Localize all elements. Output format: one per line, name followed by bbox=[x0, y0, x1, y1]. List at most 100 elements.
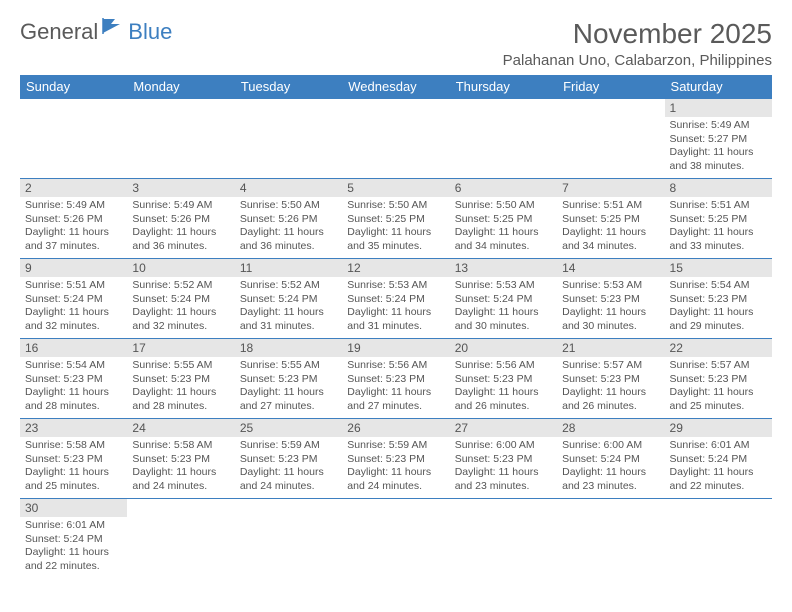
calendar-cell bbox=[665, 499, 772, 579]
daylight-text: Daylight: 11 hours and 31 minutes. bbox=[240, 306, 337, 333]
sunrise-text: Sunrise: 5:50 AM bbox=[240, 199, 337, 213]
day-details: Sunrise: 6:01 AMSunset: 5:24 PMDaylight:… bbox=[20, 517, 127, 578]
daylight-text: Daylight: 11 hours and 35 minutes. bbox=[347, 226, 444, 253]
day-details: Sunrise: 5:55 AMSunset: 5:23 PMDaylight:… bbox=[235, 357, 342, 418]
sunrise-text: Sunrise: 5:55 AM bbox=[240, 359, 337, 373]
day-number: 1 bbox=[665, 99, 772, 117]
calendar-cell: 10Sunrise: 5:52 AMSunset: 5:24 PMDayligh… bbox=[127, 259, 234, 339]
day-number: 23 bbox=[20, 419, 127, 437]
day-number: 7 bbox=[557, 179, 664, 197]
sunset-text: Sunset: 5:23 PM bbox=[240, 373, 337, 387]
sunset-text: Sunset: 5:24 PM bbox=[347, 293, 444, 307]
calendar-cell: 12Sunrise: 5:53 AMSunset: 5:24 PMDayligh… bbox=[342, 259, 449, 339]
calendar-cell bbox=[127, 99, 234, 179]
sunset-text: Sunset: 5:26 PM bbox=[25, 213, 122, 227]
day-details: Sunrise: 5:51 AMSunset: 5:25 PMDaylight:… bbox=[557, 197, 664, 258]
calendar-cell bbox=[450, 99, 557, 179]
sunrise-text: Sunrise: 5:58 AM bbox=[132, 439, 229, 453]
daylight-text: Daylight: 11 hours and 27 minutes. bbox=[347, 386, 444, 413]
weekday-header-row: Sunday Monday Tuesday Wednesday Thursday… bbox=[20, 75, 772, 99]
day-number: 4 bbox=[235, 179, 342, 197]
sunset-text: Sunset: 5:25 PM bbox=[562, 213, 659, 227]
day-number: 28 bbox=[557, 419, 664, 437]
sunset-text: Sunset: 5:23 PM bbox=[455, 373, 552, 387]
sunrise-text: Sunrise: 5:55 AM bbox=[132, 359, 229, 373]
calendar-cell: 9Sunrise: 5:51 AMSunset: 5:24 PMDaylight… bbox=[20, 259, 127, 339]
daylight-text: Daylight: 11 hours and 36 minutes. bbox=[240, 226, 337, 253]
sunrise-text: Sunrise: 5:53 AM bbox=[347, 279, 444, 293]
day-number: 29 bbox=[665, 419, 772, 437]
brand-text-1: General bbox=[20, 19, 98, 45]
sunset-text: Sunset: 5:26 PM bbox=[132, 213, 229, 227]
day-details: Sunrise: 5:53 AMSunset: 5:24 PMDaylight:… bbox=[450, 277, 557, 338]
day-number: 2 bbox=[20, 179, 127, 197]
weekday-header: Saturday bbox=[665, 75, 772, 99]
day-number: 19 bbox=[342, 339, 449, 357]
sunrise-text: Sunrise: 5:53 AM bbox=[455, 279, 552, 293]
weekday-header: Friday bbox=[557, 75, 664, 99]
day-number: 13 bbox=[450, 259, 557, 277]
calendar-cell: 17Sunrise: 5:55 AMSunset: 5:23 PMDayligh… bbox=[127, 339, 234, 419]
day-details: Sunrise: 6:00 AMSunset: 5:24 PMDaylight:… bbox=[557, 437, 664, 498]
calendar-cell: 13Sunrise: 5:53 AMSunset: 5:24 PMDayligh… bbox=[450, 259, 557, 339]
day-details: Sunrise: 5:50 AMSunset: 5:25 PMDaylight:… bbox=[342, 197, 449, 258]
sunrise-text: Sunrise: 5:50 AM bbox=[455, 199, 552, 213]
calendar-cell: 28Sunrise: 6:00 AMSunset: 5:24 PMDayligh… bbox=[557, 419, 664, 499]
day-number: 17 bbox=[127, 339, 234, 357]
day-details: Sunrise: 5:52 AMSunset: 5:24 PMDaylight:… bbox=[235, 277, 342, 338]
page-title: November 2025 bbox=[503, 18, 772, 50]
calendar-cell: 6Sunrise: 5:50 AMSunset: 5:25 PMDaylight… bbox=[450, 179, 557, 259]
calendar-cell: 24Sunrise: 5:58 AMSunset: 5:23 PMDayligh… bbox=[127, 419, 234, 499]
calendar-cell: 4Sunrise: 5:50 AMSunset: 5:26 PMDaylight… bbox=[235, 179, 342, 259]
calendar-cell bbox=[450, 499, 557, 579]
daylight-text: Daylight: 11 hours and 23 minutes. bbox=[562, 466, 659, 493]
calendar-cell: 22Sunrise: 5:57 AMSunset: 5:23 PMDayligh… bbox=[665, 339, 772, 419]
sunrise-text: Sunrise: 6:01 AM bbox=[25, 519, 122, 533]
sunset-text: Sunset: 5:24 PM bbox=[25, 293, 122, 307]
daylight-text: Daylight: 11 hours and 36 minutes. bbox=[132, 226, 229, 253]
sunrise-text: Sunrise: 5:50 AM bbox=[347, 199, 444, 213]
sunrise-text: Sunrise: 5:59 AM bbox=[240, 439, 337, 453]
day-details: Sunrise: 5:59 AMSunset: 5:23 PMDaylight:… bbox=[235, 437, 342, 498]
daylight-text: Daylight: 11 hours and 30 minutes. bbox=[562, 306, 659, 333]
sunset-text: Sunset: 5:23 PM bbox=[25, 373, 122, 387]
sunset-text: Sunset: 5:23 PM bbox=[347, 453, 444, 467]
weekday-header: Tuesday bbox=[235, 75, 342, 99]
sunrise-text: Sunrise: 5:51 AM bbox=[25, 279, 122, 293]
day-number: 30 bbox=[20, 499, 127, 517]
sunrise-text: Sunrise: 5:52 AM bbox=[240, 279, 337, 293]
day-number: 24 bbox=[127, 419, 234, 437]
sunrise-text: Sunrise: 5:49 AM bbox=[25, 199, 122, 213]
daylight-text: Daylight: 11 hours and 32 minutes. bbox=[132, 306, 229, 333]
day-number: 22 bbox=[665, 339, 772, 357]
day-number: 12 bbox=[342, 259, 449, 277]
daylight-text: Daylight: 11 hours and 34 minutes. bbox=[562, 226, 659, 253]
day-details: Sunrise: 5:49 AMSunset: 5:26 PMDaylight:… bbox=[20, 197, 127, 258]
calendar-cell: 29Sunrise: 6:01 AMSunset: 5:24 PMDayligh… bbox=[665, 419, 772, 499]
sunset-text: Sunset: 5:23 PM bbox=[240, 453, 337, 467]
calendar-cell bbox=[557, 99, 664, 179]
day-number: 14 bbox=[557, 259, 664, 277]
calendar-cell bbox=[557, 499, 664, 579]
daylight-text: Daylight: 11 hours and 24 minutes. bbox=[347, 466, 444, 493]
sunrise-text: Sunrise: 5:54 AM bbox=[670, 279, 767, 293]
sunrise-text: Sunrise: 6:00 AM bbox=[562, 439, 659, 453]
page-subtitle: Palahanan Uno, Calabarzon, Philippines bbox=[503, 52, 772, 69]
day-number: 11 bbox=[235, 259, 342, 277]
calendar-cell bbox=[235, 499, 342, 579]
sunrise-text: Sunrise: 5:56 AM bbox=[455, 359, 552, 373]
day-details: Sunrise: 5:50 AMSunset: 5:26 PMDaylight:… bbox=[235, 197, 342, 258]
sunset-text: Sunset: 5:25 PM bbox=[347, 213, 444, 227]
calendar-cell: 18Sunrise: 5:55 AMSunset: 5:23 PMDayligh… bbox=[235, 339, 342, 419]
sunrise-text: Sunrise: 5:57 AM bbox=[670, 359, 767, 373]
sunrise-text: Sunrise: 5:59 AM bbox=[347, 439, 444, 453]
sunset-text: Sunset: 5:23 PM bbox=[562, 373, 659, 387]
sunrise-text: Sunrise: 5:56 AM bbox=[347, 359, 444, 373]
sunset-text: Sunset: 5:26 PM bbox=[240, 213, 337, 227]
calendar-row: 23Sunrise: 5:58 AMSunset: 5:23 PMDayligh… bbox=[20, 419, 772, 499]
day-number: 21 bbox=[557, 339, 664, 357]
sunrise-text: Sunrise: 6:01 AM bbox=[670, 439, 767, 453]
day-details: Sunrise: 5:50 AMSunset: 5:25 PMDaylight:… bbox=[450, 197, 557, 258]
day-number: 18 bbox=[235, 339, 342, 357]
calendar-cell: 11Sunrise: 5:52 AMSunset: 5:24 PMDayligh… bbox=[235, 259, 342, 339]
